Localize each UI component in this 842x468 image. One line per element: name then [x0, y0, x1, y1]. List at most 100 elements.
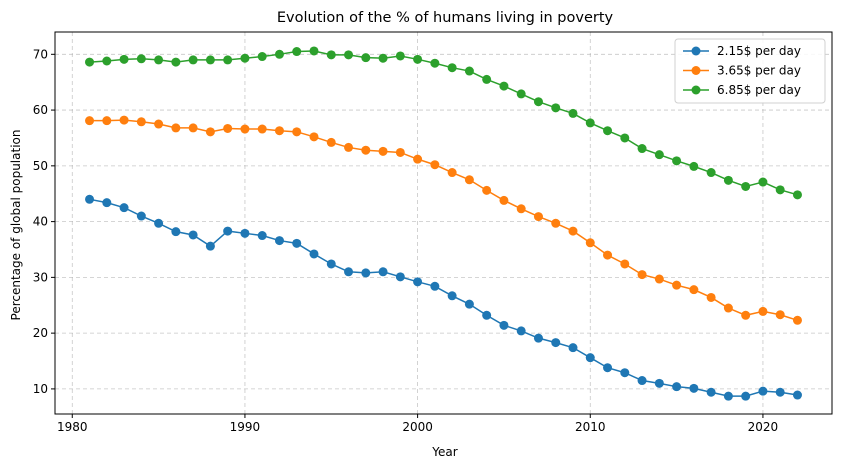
data-point: [274, 236, 284, 246]
data-point: [620, 368, 630, 378]
data-point: [792, 390, 802, 400]
data-point: [637, 376, 647, 386]
data-point: [499, 195, 509, 205]
x-tick-label: 2010: [575, 420, 606, 434]
data-point: [533, 97, 543, 107]
series-2: [85, 115, 802, 325]
data-point: [464, 66, 474, 76]
data-point: [102, 198, 112, 208]
data-point: [292, 127, 302, 137]
series-layer: [85, 46, 802, 401]
tick-layer: 1980 1990 2000 2010 2020 10 20 30 40 50 60 70: [33, 47, 778, 434]
data-point: [775, 310, 785, 320]
data-point: [136, 211, 146, 221]
data-point: [85, 116, 95, 126]
data-point: [413, 154, 423, 164]
data-point: [585, 353, 595, 363]
data-point: [119, 54, 129, 64]
y-tick-label: 70: [33, 47, 48, 61]
data-point: [361, 145, 371, 155]
legend-marker: [691, 46, 701, 56]
data-point: [533, 212, 543, 222]
data-point: [585, 118, 595, 128]
data-point: [240, 124, 250, 134]
data-point: [136, 117, 146, 127]
data-point: [603, 126, 613, 136]
data-point: [672, 156, 682, 166]
data-point: [464, 175, 474, 185]
data-point: [171, 227, 181, 237]
data-point: [292, 238, 302, 248]
data-point: [257, 124, 267, 134]
data-point: [344, 267, 354, 277]
data-point: [706, 387, 716, 397]
data-point: [654, 274, 664, 284]
data-point: [378, 267, 388, 277]
data-point: [395, 147, 405, 157]
data-point: [326, 259, 336, 269]
data-point: [223, 123, 233, 133]
data-point: [274, 126, 284, 136]
data-point: [741, 310, 751, 320]
data-point: [516, 326, 526, 336]
data-point: [257, 231, 267, 241]
data-point: [430, 281, 440, 291]
data-point: [620, 133, 630, 143]
y-axis-label: Percentage of global population: [9, 130, 23, 321]
data-point: [499, 81, 509, 91]
data-point: [758, 386, 768, 396]
data-point: [344, 50, 354, 60]
chart-title: Evolution of the % of humans living in p…: [277, 10, 614, 26]
data-point: [395, 51, 405, 61]
data-point: [568, 226, 578, 236]
y-tick-label: 30: [33, 270, 48, 284]
data-point: [326, 137, 336, 147]
data-point: [395, 272, 405, 282]
data-point: [723, 391, 733, 401]
data-point: [154, 218, 164, 228]
data-point: [706, 168, 716, 178]
legend: 2.15$ per day 3.65$ per day 6.85$ per day: [674, 38, 826, 104]
y-tick-label: 50: [33, 159, 48, 173]
data-point: [723, 175, 733, 185]
data-point: [482, 310, 492, 320]
data-point: [706, 292, 716, 302]
data-point: [689, 383, 699, 393]
data-point: [654, 378, 664, 388]
y-tick-label: 60: [33, 103, 48, 117]
data-point: [723, 303, 733, 313]
data-point: [154, 55, 164, 65]
x-axis-label: Year: [431, 445, 457, 459]
data-point: [309, 132, 319, 142]
data-point: [482, 185, 492, 195]
data-point: [274, 49, 284, 59]
data-point: [482, 74, 492, 84]
data-point: [637, 270, 647, 280]
data-point: [792, 315, 802, 325]
data-point: [603, 250, 613, 260]
data-point: [257, 52, 267, 62]
data-point: [188, 123, 198, 133]
data-point: [102, 116, 112, 126]
data-point: [309, 46, 319, 56]
data-point: [378, 146, 388, 156]
data-point: [654, 150, 664, 160]
data-point: [551, 338, 561, 348]
data-point: [792, 190, 802, 200]
series-1: [85, 194, 802, 401]
legend-item: 2.15$ per day: [683, 44, 801, 58]
data-point: [585, 238, 595, 248]
legend-box: [674, 38, 826, 104]
data-point: [413, 277, 423, 287]
data-point: [775, 185, 785, 195]
y-tick-label: 20: [33, 326, 48, 340]
data-point: [309, 249, 319, 259]
data-point: [102, 56, 112, 66]
data-point: [223, 55, 233, 65]
data-point: [119, 203, 129, 213]
data-point: [430, 160, 440, 170]
data-point: [637, 144, 647, 154]
data-point: [119, 115, 129, 125]
data-point: [447, 63, 457, 73]
data-point: [361, 53, 371, 63]
